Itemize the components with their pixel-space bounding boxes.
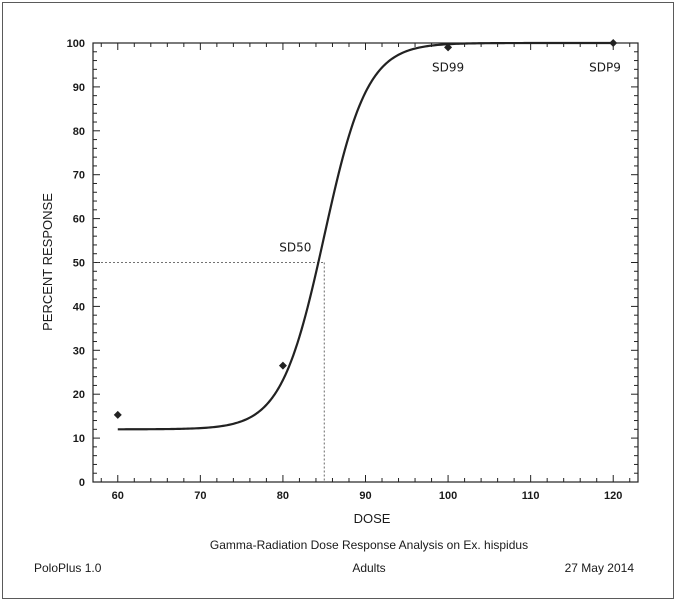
y-tick-label: 70 bbox=[73, 170, 85, 182]
y-tick-label: 60 bbox=[73, 214, 85, 226]
observed-point bbox=[278, 361, 287, 370]
annotation-sdp9: SDP9 bbox=[589, 61, 621, 75]
y-axis-ticks: 0 10 20 30 40 50 60 70 80 90 100 bbox=[67, 38, 638, 489]
footer-program: PoloPlus 1.0 bbox=[34, 561, 102, 575]
fitted-curve-group bbox=[117, 41, 614, 431]
y-tick-label: 90 bbox=[73, 82, 85, 94]
footer-group: Adults bbox=[352, 561, 385, 575]
y-tick-label: 40 bbox=[73, 301, 85, 313]
y-tick-label: 30 bbox=[73, 345, 85, 357]
x-tick-label: 100 bbox=[439, 490, 457, 502]
y-tick-label: 50 bbox=[73, 258, 85, 270]
x-tick-label: 70 bbox=[194, 490, 206, 502]
fitted-curve bbox=[117, 41, 614, 431]
y-tick-label: 10 bbox=[73, 433, 85, 445]
y-axis-title: PERCENT RESPONSE bbox=[40, 193, 55, 331]
x-tick-label: 120 bbox=[604, 490, 622, 502]
chart-title: Gamma-Radiation Dose Response Analysis o… bbox=[210, 538, 528, 552]
y-tick-label: 20 bbox=[73, 389, 85, 401]
x-axis-title: DOSE bbox=[354, 511, 391, 526]
observed-points bbox=[113, 39, 618, 419]
annotation-sd50: SD50 bbox=[279, 241, 311, 255]
footer-date: 27 May 2014 bbox=[565, 561, 635, 575]
y-tick-label: 80 bbox=[73, 126, 85, 138]
annotation-sd99: SD99 bbox=[432, 61, 464, 75]
y-tick-label: 100 bbox=[67, 38, 85, 50]
observed-point bbox=[444, 43, 453, 52]
x-tick-label: 80 bbox=[277, 490, 289, 502]
x-tick-label: 90 bbox=[359, 490, 371, 502]
observed-point bbox=[609, 39, 618, 47]
x-tick-label: 110 bbox=[522, 490, 540, 502]
y-tick-label: 0 bbox=[79, 477, 85, 489]
observed-point bbox=[113, 410, 122, 419]
x-tick-label: 60 bbox=[112, 490, 124, 502]
annotations: SD50 SD99 SDP9 bbox=[279, 61, 621, 255]
reference-lines bbox=[93, 262, 325, 482]
x-axis-ticks: 60 70 80 90 100 110 120 bbox=[100, 43, 631, 502]
